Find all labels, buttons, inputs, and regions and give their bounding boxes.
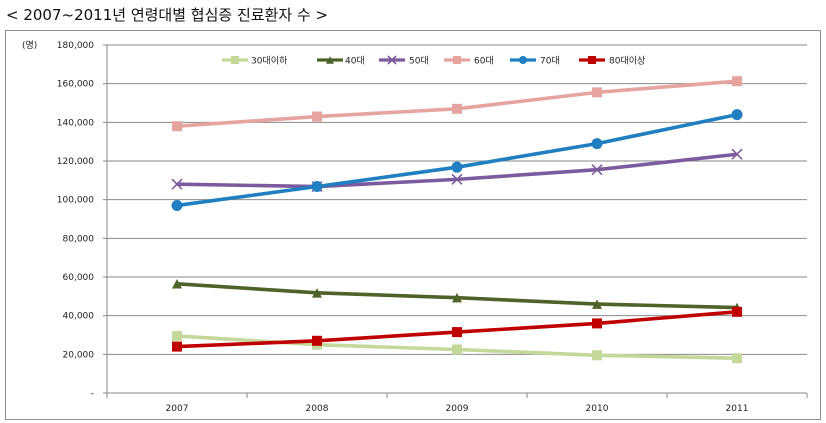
series-line — [176, 112, 738, 208]
y-tick-label: 20,000 — [63, 350, 95, 360]
legend-swatch-marker — [588, 56, 596, 64]
series-lines — [171, 76, 743, 364]
data-point — [592, 87, 602, 98]
y-tick-label: - — [91, 389, 94, 399]
legend-swatch-marker — [231, 56, 239, 64]
data-point — [591, 138, 603, 150]
legend-swatch-marker — [387, 55, 397, 65]
legend-label: 30대이하 — [251, 56, 288, 67]
data-point — [312, 288, 322, 298]
legend-item: 80대이상 — [579, 56, 645, 67]
data-point — [172, 121, 182, 132]
data-point — [452, 103, 462, 114]
data-point — [311, 181, 323, 193]
data-point — [592, 350, 602, 361]
y-tick-label: 140,000 — [57, 118, 94, 128]
data-point-stroke — [451, 173, 463, 185]
page-title: < 2007~2011년 연령대별 협심증 진료환자 수 > — [6, 6, 329, 24]
legend-label: 80대이상 — [609, 56, 645, 67]
series-group — [172, 76, 742, 132]
data-point — [172, 279, 182, 289]
data-point-stroke — [591, 164, 603, 176]
legend-label: 60대 — [474, 56, 494, 67]
legend-item: 30대이하 — [222, 56, 288, 67]
y-tick-label: 180,000 — [57, 41, 94, 51]
legend-item: 70대 — [510, 56, 560, 67]
legend-swatch-marker — [519, 56, 527, 64]
data-point — [592, 318, 602, 329]
y-tick-label: 160,000 — [57, 80, 94, 90]
data-point — [171, 178, 183, 190]
legend-label: 70대 — [540, 56, 560, 67]
data-point — [451, 173, 463, 185]
data-point — [731, 148, 743, 160]
data-point — [452, 327, 462, 338]
x-tick-label: 2009 — [446, 404, 469, 414]
data-point — [452, 344, 462, 355]
legend-item: 60대 — [444, 56, 494, 67]
legend: 30대이하 40대 50대 60대 70대 80대이상 — [222, 55, 645, 67]
legend-item: 40대 — [317, 56, 365, 67]
y-tick-label: 40,000 — [63, 312, 95, 322]
legend-label: 50대 — [409, 56, 429, 67]
data-point — [731, 109, 743, 121]
chart-frame — [5, 30, 821, 420]
data-point-stroke — [731, 148, 743, 160]
data-point — [312, 335, 322, 346]
x-tick-label: 2007 — [166, 404, 189, 414]
data-point — [171, 199, 183, 211]
series-line — [176, 79, 738, 128]
y-tick-label: 60,000 — [63, 273, 95, 283]
y-axis-unit-label: (명) — [22, 40, 37, 51]
y-tick-label: 120,000 — [57, 157, 94, 167]
data-point-stroke — [171, 178, 183, 190]
data-point — [451, 161, 463, 173]
legend-swatch-marker-stroke — [387, 55, 397, 65]
data-point — [732, 306, 742, 317]
data-point — [452, 292, 462, 303]
legend-label: 40대 — [345, 56, 365, 67]
x-tick-label: 2011 — [726, 404, 749, 414]
data-point — [732, 353, 742, 364]
series-group — [172, 306, 742, 352]
series-group — [171, 109, 743, 211]
legend-item: 50대 — [379, 55, 429, 67]
x-tick-label: 2010 — [586, 404, 609, 414]
data-point — [172, 330, 182, 341]
legend-swatch-marker — [453, 56, 461, 64]
axes: - 20,000 40,000 60,000 80,000 100,000 120,000 1… — [57, 41, 808, 414]
data-point — [592, 299, 602, 309]
legend-swatch-marker — [326, 56, 334, 64]
data-point — [312, 111, 322, 122]
y-tick-label: 100,000 — [57, 196, 94, 206]
data-point — [591, 164, 603, 176]
data-point — [172, 341, 182, 352]
y-tick-label: 80,000 — [63, 234, 95, 244]
data-point — [732, 76, 742, 87]
series-group — [172, 279, 742, 313]
x-tick-label: 2008 — [306, 404, 329, 414]
